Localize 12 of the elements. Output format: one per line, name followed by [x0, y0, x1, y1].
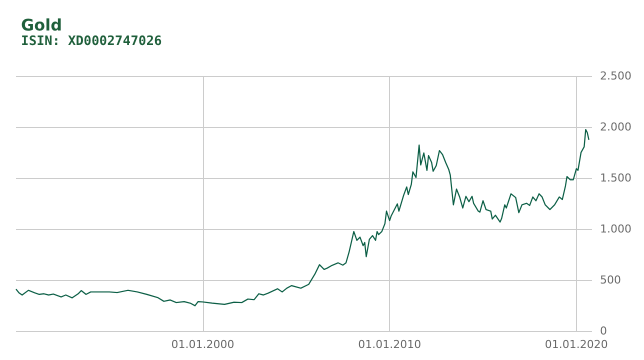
chart-title: Gold — [21, 16, 62, 34]
y-tick-label: 0 — [600, 324, 607, 338]
y-tick-label: 2.500 — [600, 70, 632, 82]
y-tick-label: 2.000 — [600, 120, 632, 134]
y-tick-label: 1.000 — [600, 222, 632, 236]
x-tick-label: 01.01.2020 — [544, 338, 608, 351]
chart-subtitle: ISIN: XD0002747026 — [21, 34, 162, 49]
y-tick-label: 1.500 — [600, 172, 632, 184]
y-tick-label: 500 — [600, 274, 621, 286]
x-tick-label: 01.01.2000 — [171, 338, 234, 351]
x-tick-label: 01.01.2010 — [358, 338, 422, 351]
line-series — [15, 128, 590, 306]
